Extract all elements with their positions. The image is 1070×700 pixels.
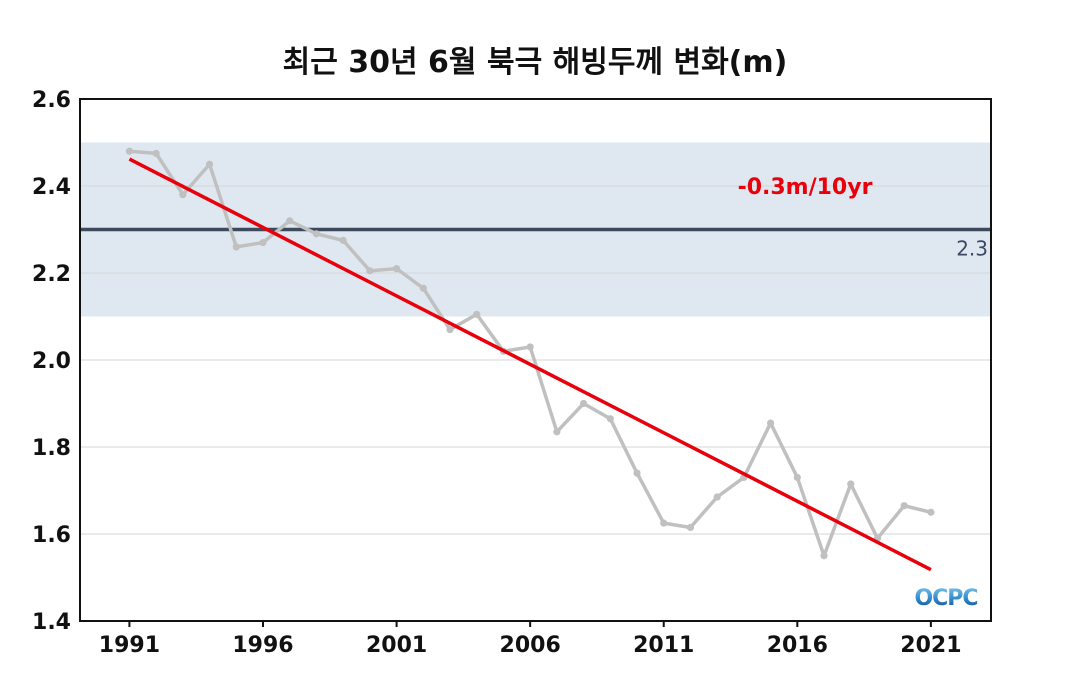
- plot-frame: [79, 98, 992, 622]
- data-point-2004: [473, 310, 481, 318]
- x-tick-label: 2016: [767, 633, 828, 658]
- data-point-2013: [713, 493, 721, 501]
- data-point-2002: [419, 284, 427, 292]
- y-tick-label: 1.8: [32, 436, 71, 461]
- y-tick-label: 2.2: [32, 262, 71, 287]
- data-point-1996: [259, 238, 267, 247]
- x-axis-ticks: 1991 1996 2001 2006 2011 2016 2021: [99, 621, 962, 658]
- x-tick-label: 2001: [366, 633, 427, 658]
- trend-line: [128, 157, 932, 572]
- x-tick-label: 2021: [900, 633, 961, 658]
- data-point-2007: [553, 428, 561, 436]
- data-point-2020: [900, 502, 908, 510]
- x-tick-label: 1996: [232, 633, 293, 658]
- data-point-1992: [152, 149, 160, 157]
- ocpc-logo-text: OCPC: [914, 586, 977, 611]
- ocpc-logo: OCPC: [914, 586, 978, 611]
- data-point-1997: [286, 217, 294, 225]
- reference-line-label: 2.3: [956, 237, 988, 261]
- data-point-2000: [366, 267, 374, 275]
- x-tick-label: 2006: [500, 633, 561, 658]
- y-tick-label: 1.4: [32, 610, 71, 635]
- data-point-2010: [633, 469, 641, 477]
- data-point-1998: [312, 230, 321, 238]
- x-tick-label: 2011: [633, 633, 694, 658]
- data-point-2008: [579, 399, 588, 408]
- data-point-2006: [526, 343, 534, 351]
- data-point-2012: [686, 523, 695, 532]
- series-points: [125, 147, 935, 560]
- data-point-1993: [179, 191, 187, 199]
- x-tick-label: 1991: [99, 633, 160, 658]
- data-point-2017: [820, 552, 828, 560]
- data-point-2003: [446, 325, 454, 334]
- data-point-2011: [660, 519, 668, 527]
- data-point-2001: [392, 265, 401, 273]
- data-point-2018: [847, 480, 855, 488]
- y-axis-ticks: 1.4 1.6 1.8 2.0 2.2 2.4 2.6: [32, 88, 71, 635]
- y-tick-label: 1.6: [32, 523, 71, 548]
- data-point-1991: [125, 147, 134, 155]
- data-point-2009: [606, 415, 614, 423]
- data-point-1995: [232, 243, 240, 251]
- y-tick-label: 2.6: [32, 88, 71, 113]
- y-tick-label: 2.4: [32, 175, 71, 200]
- y-tick-label: 2.0: [32, 349, 71, 374]
- data-point-2021: [927, 508, 935, 516]
- data-point-1999: [339, 236, 347, 244]
- trend-label: -0.3m/10yr: [738, 175, 873, 200]
- data-point-2016: [793, 473, 801, 482]
- data-point-2015: [766, 419, 775, 427]
- chart-title: 최근 30년 6월 북극 해빙두께 변화(m): [283, 45, 788, 80]
- data-point-1994: [205, 160, 214, 168]
